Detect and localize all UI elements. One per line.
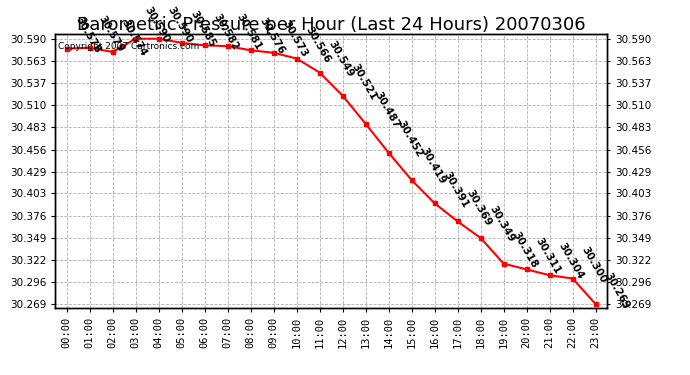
Text: 30.549: 30.549: [326, 39, 355, 79]
Text: 30.487: 30.487: [373, 90, 402, 130]
Text: 30.269: 30.269: [602, 271, 631, 310]
Text: 30.573: 30.573: [281, 19, 310, 59]
Text: 30.576: 30.576: [257, 16, 286, 57]
Title: Barometric Pressure per Hour (Last 24 Hours) 20070306: Barometric Pressure per Hour (Last 24 Ho…: [77, 16, 586, 34]
Text: 30.566: 30.566: [304, 25, 333, 65]
Text: 30.349: 30.349: [488, 204, 516, 244]
Text: 30.318: 30.318: [511, 230, 540, 270]
Text: 30.304: 30.304: [557, 242, 586, 281]
Text: 30.300: 30.300: [580, 245, 609, 285]
Text: 30.578: 30.578: [74, 15, 103, 55]
Text: 30.521: 30.521: [350, 62, 378, 102]
Text: 30.579: 30.579: [97, 14, 126, 54]
Text: 30.585: 30.585: [188, 9, 217, 49]
Text: 30.582: 30.582: [212, 12, 240, 51]
Text: 30.391: 30.391: [442, 170, 471, 210]
Text: 30.590: 30.590: [166, 5, 195, 45]
Text: 30.419: 30.419: [419, 147, 447, 186]
Text: 30.581: 30.581: [235, 12, 264, 53]
Text: Copyright 2007 Cartronics.com: Copyright 2007 Cartronics.com: [58, 42, 199, 51]
Text: 30.590: 30.590: [143, 5, 171, 45]
Text: 30.311: 30.311: [533, 236, 562, 276]
Text: 30.369: 30.369: [464, 188, 493, 228]
Text: 30.574: 30.574: [119, 18, 148, 58]
Text: 30.452: 30.452: [395, 119, 424, 159]
